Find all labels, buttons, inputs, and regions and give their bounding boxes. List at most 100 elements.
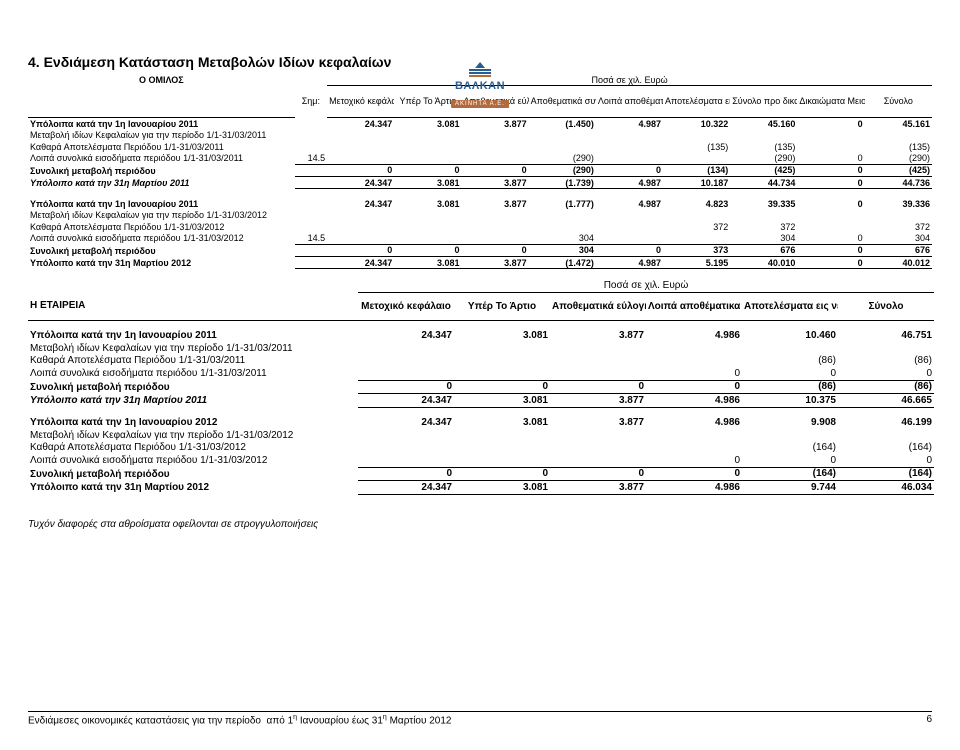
table-cell: 0 bbox=[742, 454, 838, 467]
table-cell: (1.472) bbox=[529, 257, 596, 269]
table-cell: 4.987 bbox=[596, 177, 663, 189]
table-row-sim bbox=[295, 164, 328, 176]
table-cell: 0 bbox=[327, 164, 394, 176]
table-cell: 4.987 bbox=[596, 118, 663, 130]
currency-header: Ποσά σε χιλ. Ευρώ bbox=[327, 74, 932, 86]
table-cell: 45.161 bbox=[865, 118, 932, 130]
table-cell: 0 bbox=[838, 454, 934, 467]
table-cell: 4.823 bbox=[663, 198, 730, 209]
table-cell: (86) bbox=[742, 355, 838, 368]
table-cell bbox=[358, 429, 454, 442]
table-cell bbox=[646, 342, 742, 355]
table-row-sim bbox=[295, 210, 328, 221]
company-col: Μετοχικό κεφάλαιο bbox=[358, 292, 454, 320]
table-cell bbox=[646, 355, 742, 368]
table-row-label: Υπόλοιπο κατά την 31η Μαρτίου 2011 bbox=[28, 394, 358, 408]
table-row-label: Λοιπά συνολικά εισοδήματα περιόδου 1/1-3… bbox=[28, 454, 358, 467]
table-cell bbox=[865, 130, 932, 141]
table-cell: 0 bbox=[454, 467, 550, 481]
table-cell bbox=[596, 152, 663, 164]
table-cell bbox=[596, 210, 663, 221]
table-cell bbox=[454, 429, 550, 442]
company-col: Υπέρ Το Άρτιο bbox=[454, 292, 550, 320]
table-cell: 372 bbox=[730, 221, 797, 232]
company-col: Αποτελέσματα εις νέον bbox=[742, 292, 838, 320]
brand-logo: ΒΑΛΚΑΝ ΑΚΙΝΗΤΑ Α.Ε. bbox=[451, 60, 509, 110]
table-cell: 44.736 bbox=[865, 177, 932, 189]
table-cell bbox=[461, 210, 528, 221]
table-cell bbox=[797, 221, 864, 232]
table-cell bbox=[529, 130, 596, 141]
table-cell bbox=[461, 130, 528, 141]
table-cell: 0 bbox=[394, 244, 461, 256]
group-label: Ο ΟΜΙΛΟΣ bbox=[28, 74, 295, 86]
page-footer: Ενδιάμεσες οικονομικές καταστάσεις για τ… bbox=[28, 711, 932, 726]
table-cell bbox=[454, 355, 550, 368]
table-cell bbox=[461, 152, 528, 164]
table-row-label: Καθαρά Αποτελέσματα Περιόδου 1/1-31/03/2… bbox=[28, 141, 295, 152]
table-cell: 4.986 bbox=[646, 417, 742, 430]
group-col: Λοιπά αποθέματικα bbox=[596, 86, 663, 118]
table-cell: (135) bbox=[865, 141, 932, 152]
table-cell bbox=[663, 130, 730, 141]
table-row-sim: 14.5 bbox=[295, 232, 328, 244]
table-cell: 3.081 bbox=[394, 118, 461, 130]
table-cell bbox=[327, 152, 394, 164]
table-cell: 46.034 bbox=[838, 481, 934, 495]
table-cell: (164) bbox=[742, 442, 838, 455]
table-cell: 3.081 bbox=[454, 394, 550, 408]
table-cell bbox=[358, 454, 454, 467]
table-cell: 304 bbox=[730, 232, 797, 244]
table-cell bbox=[550, 367, 646, 380]
table-cell bbox=[663, 210, 730, 221]
table-cell: 676 bbox=[730, 244, 797, 256]
table-cell: (86) bbox=[838, 380, 934, 394]
group-col: Αποθεματικά συν/κων διαφορών bbox=[529, 86, 596, 118]
table-cell: (1.450) bbox=[529, 118, 596, 130]
table-row-label: Λοιπά συνολικά εισοδήματα περιόδου 1/1-3… bbox=[28, 152, 295, 164]
table-cell: 24.347 bbox=[327, 198, 394, 209]
table-cell: (425) bbox=[730, 164, 797, 176]
table-cell: 4.986 bbox=[646, 330, 742, 343]
table-cell: 9.744 bbox=[742, 481, 838, 495]
table-cell bbox=[838, 342, 934, 355]
table-cell: 0 bbox=[461, 244, 528, 256]
table-cell: 0 bbox=[394, 164, 461, 176]
footer-text: Ενδιάμεσες οικονομικές καταστάσεις για τ… bbox=[28, 714, 451, 726]
table-cell: 304 bbox=[865, 232, 932, 244]
table-cell: 5.195 bbox=[663, 257, 730, 269]
table-cell: 3.877 bbox=[461, 118, 528, 130]
table-row-sim bbox=[295, 177, 328, 189]
table-cell: 0 bbox=[454, 380, 550, 394]
table-cell: 3.081 bbox=[454, 481, 550, 495]
brand-sub: ΑΚΙΝΗΤΑ Α.Ε. bbox=[451, 100, 509, 108]
table-cell: 0 bbox=[646, 380, 742, 394]
group-col: Δικαιώματα Μειοψηφίας bbox=[797, 86, 864, 118]
table-cell: (134) bbox=[663, 164, 730, 176]
table-cell: 3.081 bbox=[394, 257, 461, 269]
table-cell: 10.322 bbox=[663, 118, 730, 130]
table-cell: 0 bbox=[797, 118, 864, 130]
table-cell bbox=[550, 342, 646, 355]
table-cell bbox=[358, 442, 454, 455]
table-cell bbox=[327, 130, 394, 141]
table-cell: 3.877 bbox=[550, 417, 646, 430]
table-cell bbox=[454, 342, 550, 355]
table-cell: 0 bbox=[327, 244, 394, 256]
table-cell bbox=[358, 367, 454, 380]
table-cell bbox=[358, 342, 454, 355]
table-cell: 372 bbox=[865, 221, 932, 232]
table-cell: 10.460 bbox=[742, 330, 838, 343]
table-cell: 4.987 bbox=[596, 198, 663, 209]
table-row-label: Συνολική μεταβολή περιόδου bbox=[28, 380, 358, 394]
table-cell: (290) bbox=[730, 152, 797, 164]
table-cell: 24.347 bbox=[358, 417, 454, 430]
table-cell: 304 bbox=[529, 232, 596, 244]
table-cell: 4.986 bbox=[646, 481, 742, 495]
table-row-sim bbox=[295, 244, 328, 256]
table-cell bbox=[797, 141, 864, 152]
table-row-label: Μεταβολή ιδίων Κεφαλαίων για την περίοδο… bbox=[28, 342, 358, 355]
currency-header: Ποσά σε χιλ. Ευρώ bbox=[358, 279, 934, 292]
table-cell bbox=[550, 442, 646, 455]
company-table: Ποσά σε χιλ. Ευρώ Η ΕΤΑΙΡΕΙΑ Μετοχικό κε… bbox=[28, 279, 934, 495]
